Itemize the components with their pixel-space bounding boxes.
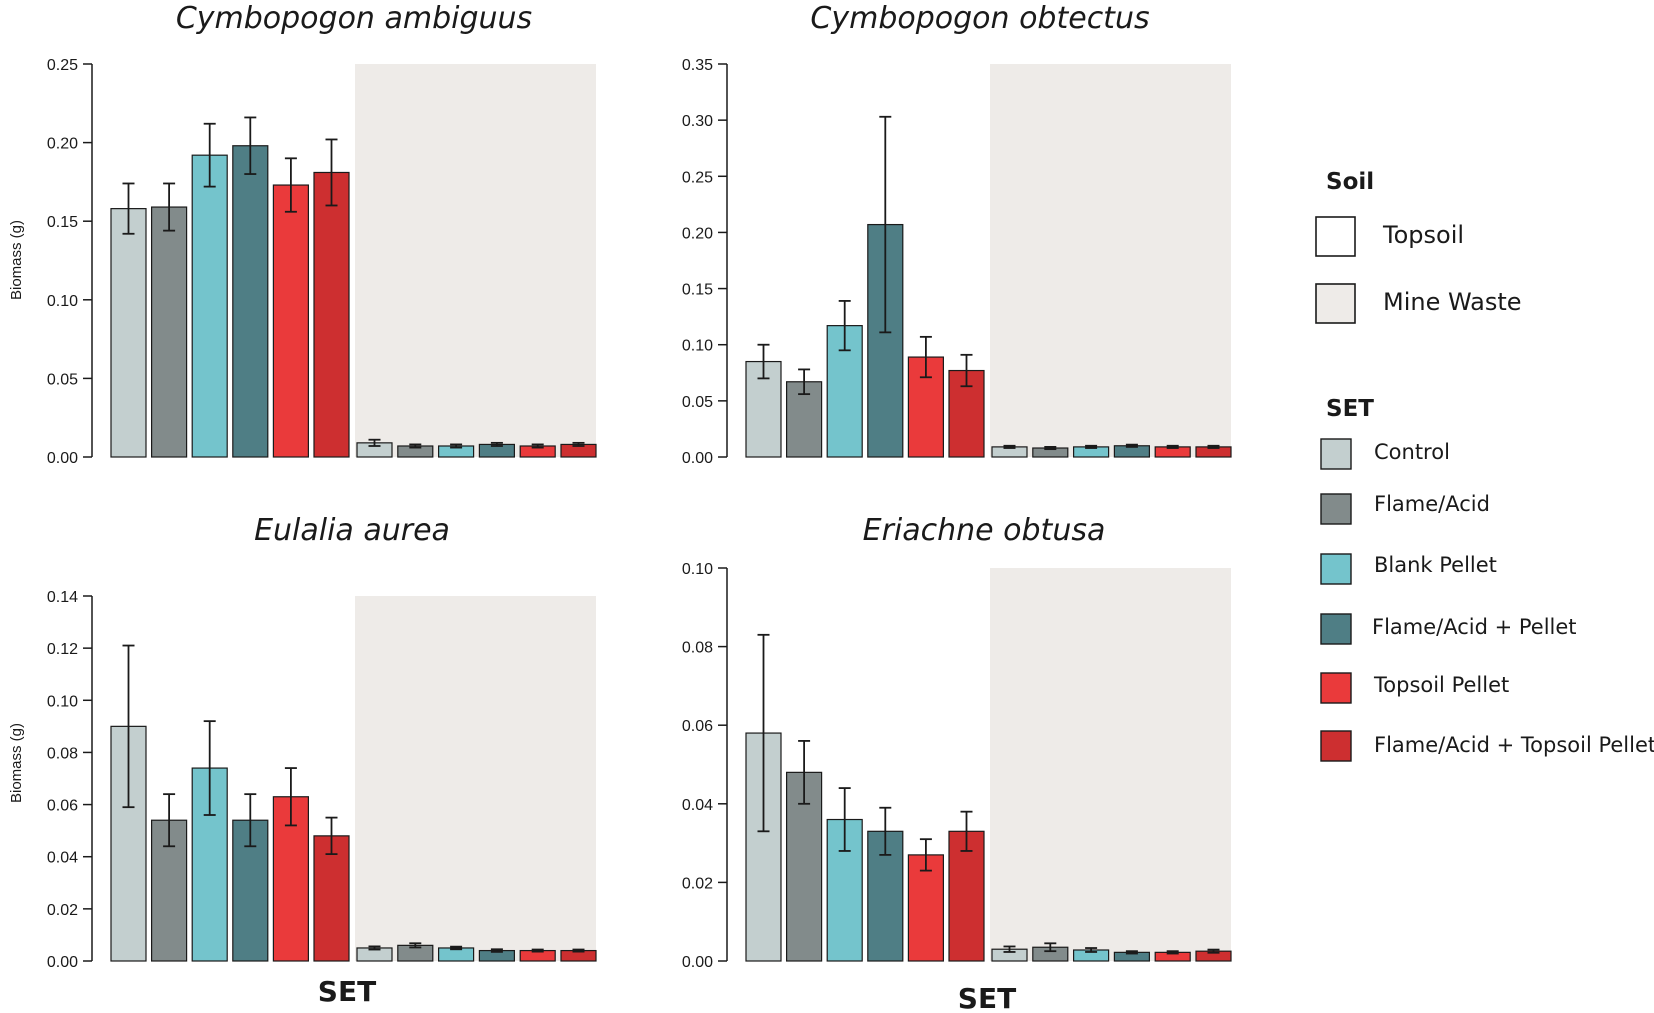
y-tick-label: 0.08 [47, 745, 78, 762]
y-tick-label: 0.00 [47, 954, 78, 971]
legend-set-title: SET [1326, 396, 1374, 422]
legend-set-swatch-flame-acid-pellet [1320, 613, 1352, 645]
y-tick-label: 0.12 [47, 641, 78, 658]
y-tick-label: 0.10 [47, 693, 78, 710]
y-tick-label: 0.00 [682, 450, 713, 467]
bar-topsoil-flame-acid-pellet [232, 145, 269, 458]
y-tick-label: 0.14 [47, 589, 78, 606]
x-axis-label: SET [958, 982, 1016, 1013]
legend-set-swatch-flame-acid [1320, 493, 1352, 525]
legend-set-swatch-control [1320, 438, 1352, 470]
y-tick-label: 0.10 [47, 293, 78, 310]
legend-soil-label-mine-waste: Mine Waste [1383, 288, 1522, 316]
y-tick-label: 0.30 [682, 113, 713, 130]
bar-topsoil-topsoil-pellet [907, 854, 945, 962]
bar-topsoil-topsoil-pellet [272, 184, 309, 458]
chart-panels: Cymbopogon ambiguus 0.00 0.05 0.10 0.15 0.20 0… [8, 1, 1232, 1013]
legend-set-label-blank-pellet: Blank Pellet [1374, 553, 1497, 577]
legend-soil-swatch-topsoil [1315, 216, 1356, 257]
chart-panel-eulalia-aurea: Eulalia aurea 0.00 0.02 0.04 0.06 0.08 0.10 0.1… [8, 513, 597, 1008]
chart-panel-cymbopogon-ambiguus: Cymbopogon ambiguus 0.00 0.05 0.10 0.15 0.20 0… [8, 1, 597, 467]
y-tick-label: 0.10 [682, 338, 713, 355]
chart-panel-eriachne-obtusa: Eriachne obtusa 0.00 0.02 0.04 0.06 0.08 0.10 S… [682, 513, 1232, 1013]
y-tick-label: 0.02 [47, 902, 78, 919]
y-tick-label: 0.35 [682, 57, 713, 74]
y-axis-label: Biomass (g) [8, 723, 25, 803]
panel-title: Cymbopogon ambiguus [176, 1, 532, 36]
chart-panel-cymbopogon-obtectus: Cymbopogon obtectus 0.00 0.05 0.10 0.15 0.20 0… [682, 1, 1232, 467]
y-tick-label: 0.05 [682, 394, 713, 411]
y-tick-label: 0.04 [47, 850, 78, 867]
mine-waste-background [355, 64, 596, 457]
mine-waste-background [990, 64, 1231, 457]
legend-set-swatch-blank-pellet [1320, 553, 1352, 585]
y-axis-label: Biomass (g) [8, 220, 25, 300]
y-tick-label: 0.00 [47, 450, 78, 467]
panel-title: Eulalia aurea [254, 513, 450, 548]
legend-soil-swatch-mine-waste [1315, 283, 1356, 324]
y-tick-label: 0.08 [682, 640, 713, 657]
y-tick-label: 0.06 [47, 798, 78, 815]
y-tick-label: 0.04 [682, 797, 713, 814]
y-tick-label: 0.20 [682, 225, 713, 242]
y-tick-label: 0.06 [682, 718, 713, 735]
bar-topsoil-blank-pellet [191, 154, 228, 458]
bar-topsoil-flame-acid-topsoil-pellet [313, 171, 350, 458]
panel-title: Cymbopogon obtectus [810, 1, 1149, 36]
legend: Soil Topsoil Mine Waste SET Control Flam… [1315, 169, 1654, 762]
legend-set-label-flame-acid: Flame/Acid [1374, 492, 1490, 516]
legend-set-label-flame-acid-pellet: Flame/Acid + Pellet [1372, 615, 1577, 639]
y-tick-label: 0.00 [682, 954, 713, 971]
mine-waste-background [355, 596, 596, 961]
legend-set-label-flame-acid-topsoil-pellet: Flame/Acid + Topsoil Pellet [1374, 733, 1654, 757]
y-tick-label: 0.20 [47, 136, 78, 153]
bar-topsoil-control [110, 208, 147, 458]
mine-waste-background [990, 568, 1231, 961]
y-tick-label: 0.02 [682, 875, 713, 892]
legend-set-label-topsoil-pellet: Topsoil Pellet [1373, 673, 1509, 697]
x-axis-label: SET [318, 975, 376, 1008]
y-tick-label: 0.15 [47, 214, 78, 231]
y-tick-label: 0.25 [682, 169, 713, 186]
bar-topsoil-flame-acid [151, 206, 188, 458]
y-tick-label: 0.15 [682, 282, 713, 299]
legend-set-swatch-topsoil-pellet [1320, 672, 1352, 704]
bar-topsoil-flame-acid-topsoil-pellet [948, 830, 985, 962]
y-tick-label: 0.10 [682, 561, 713, 578]
y-tick-label: 0.25 [47, 57, 78, 74]
legend-soil-label-topsoil: Topsoil [1382, 221, 1464, 249]
legend-soil-title: Soil [1326, 169, 1374, 195]
legend-set-label-control: Control [1374, 440, 1450, 464]
y-tick-label: 0.05 [47, 371, 78, 388]
panel-title: Eriachne obtusa [863, 513, 1106, 548]
legend-set-swatch-flame-acid-topsoil-pellet [1320, 730, 1352, 762]
